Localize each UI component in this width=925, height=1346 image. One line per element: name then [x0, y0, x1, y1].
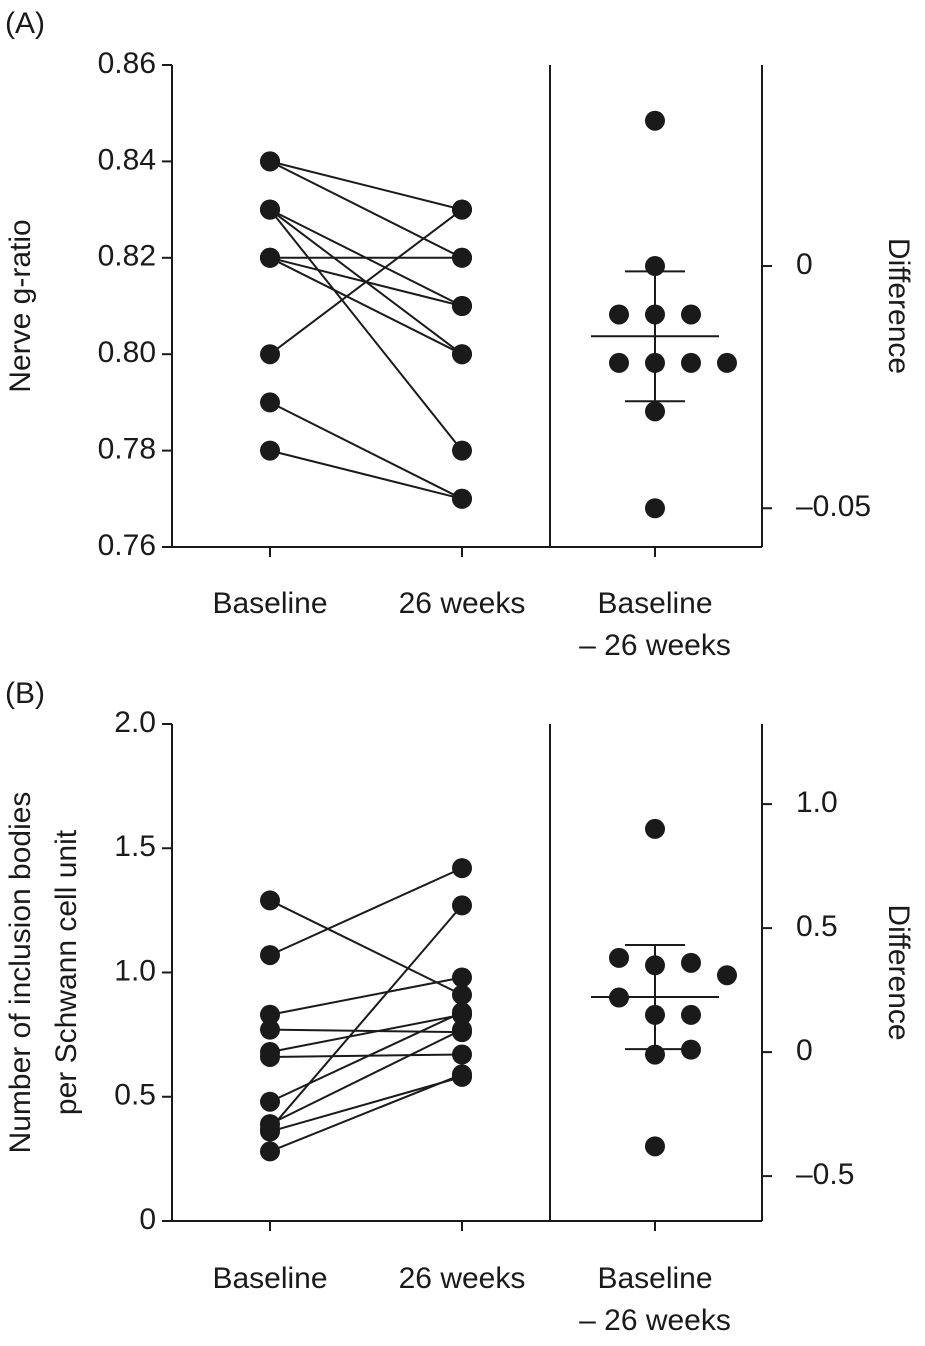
- x-tick-label: Baseline: [212, 1262, 327, 1295]
- baseline-dot: [260, 1091, 280, 1112]
- baseline-dot: [260, 344, 280, 365]
- pair-line: [269, 1075, 463, 1133]
- y-tick-label: 0.84: [98, 143, 156, 176]
- week26-dot: [452, 895, 472, 916]
- y-tick-label: 0.82: [98, 240, 156, 273]
- week26-dot: [452, 296, 472, 316]
- y-tick-label: 2.0: [114, 706, 156, 739]
- y2-axis-title: Difference: [882, 238, 915, 374]
- x-tick-label: – 26 weeks: [579, 629, 731, 662]
- y2-tick-label: –0.5: [796, 1158, 854, 1191]
- baseline-dot: [260, 247, 280, 268]
- difference-dot: [645, 110, 665, 131]
- difference-dot: [681, 1039, 701, 1060]
- difference-dot: [645, 498, 665, 519]
- pair-line: [269, 1011, 463, 1103]
- week26-dot: [452, 1002, 472, 1023]
- pair-line: [269, 208, 463, 355]
- y-tick-label: 0.86: [98, 47, 156, 80]
- difference-dot: [609, 352, 629, 373]
- pair-line: [269, 1028, 463, 1034]
- week26-dot: [452, 858, 472, 879]
- pair-line: [269, 208, 463, 452]
- difference-dot: [717, 352, 737, 373]
- week26-dot: [452, 984, 472, 1005]
- baseline-dot: [260, 890, 280, 911]
- difference-dot: [645, 1136, 665, 1157]
- pair-line: [269, 160, 463, 259]
- baseline-dot: [260, 1019, 280, 1040]
- pair-line: [269, 1013, 463, 1054]
- panel-label: (B): [5, 677, 45, 710]
- y-axis-title: Number of inclusion bodies: [4, 792, 37, 1154]
- difference-dot: [609, 947, 629, 968]
- y2-axis-title: Difference: [882, 904, 915, 1040]
- x-tick-label: 26 weeks: [399, 587, 526, 620]
- baseline-dot: [260, 1121, 280, 1142]
- week26-dot: [452, 488, 472, 509]
- week26-dot: [452, 1064, 472, 1085]
- week26-dot: [452, 199, 472, 220]
- difference-dot: [645, 818, 665, 839]
- pair-line: [269, 160, 463, 211]
- baseline-dot: [260, 1141, 280, 1162]
- x-tick-label: Baseline: [212, 587, 327, 620]
- difference-dot: [681, 952, 701, 973]
- pair-line: [269, 1053, 463, 1058]
- baseline-dot: [260, 199, 280, 220]
- difference-dot: [681, 352, 701, 373]
- pair-line: [269, 401, 463, 500]
- y-tick-label: 0.80: [98, 336, 156, 369]
- pair-line: [269, 904, 463, 1130]
- baseline-dot: [260, 1046, 280, 1067]
- y2-tick-label: 1.0: [796, 786, 838, 819]
- pair-line: [269, 976, 463, 1016]
- baseline-dot: [260, 440, 280, 461]
- pair-line: [269, 256, 463, 356]
- x-tick-label: Baseline: [597, 1262, 712, 1295]
- y2-tick-label: –0.05: [796, 490, 871, 523]
- y-tick-label: 0: [139, 1203, 156, 1236]
- panel-label: (A): [5, 7, 45, 40]
- pair-line: [269, 449, 463, 500]
- y-axis-title: per Schwann cell unit: [50, 829, 83, 1115]
- baseline-dot: [260, 392, 280, 413]
- x-tick-label: 26 weeks: [399, 1262, 526, 1295]
- week26-dot: [452, 967, 472, 988]
- difference-dot: [609, 304, 629, 325]
- y-tick-label: 1.5: [114, 830, 156, 863]
- difference-dot: [717, 965, 737, 986]
- y-tick-label: 1.0: [114, 954, 156, 987]
- pair-line: [269, 867, 463, 957]
- pair-line: [269, 1028, 463, 1125]
- difference-dot: [681, 304, 701, 325]
- week26-dot: [452, 440, 472, 461]
- pair-line: [269, 899, 463, 996]
- week26-dot: [452, 1019, 472, 1040]
- difference-dot: [681, 1004, 701, 1025]
- y2-tick-label: 0: [796, 248, 813, 281]
- baseline-dot: [260, 1004, 280, 1025]
- difference-dot: [645, 401, 665, 422]
- week26-dot: [452, 247, 472, 268]
- y-axis-title: Nerve g-ratio: [4, 219, 37, 392]
- week26-dot: [452, 1044, 472, 1065]
- baseline-dot: [260, 945, 280, 966]
- pair-line: [269, 1073, 463, 1153]
- y-tick-label: 0.78: [98, 433, 156, 466]
- y2-tick-label: 0.5: [796, 910, 838, 943]
- x-tick-label: Baseline: [597, 587, 712, 620]
- week26-dot: [452, 344, 472, 365]
- baseline-dot: [260, 151, 280, 172]
- y-tick-label: 0.5: [114, 1079, 156, 1112]
- y2-tick-label: 0: [796, 1034, 813, 1067]
- x-tick-label: – 26 weeks: [579, 1304, 731, 1337]
- y-tick-label: 0.76: [98, 529, 156, 562]
